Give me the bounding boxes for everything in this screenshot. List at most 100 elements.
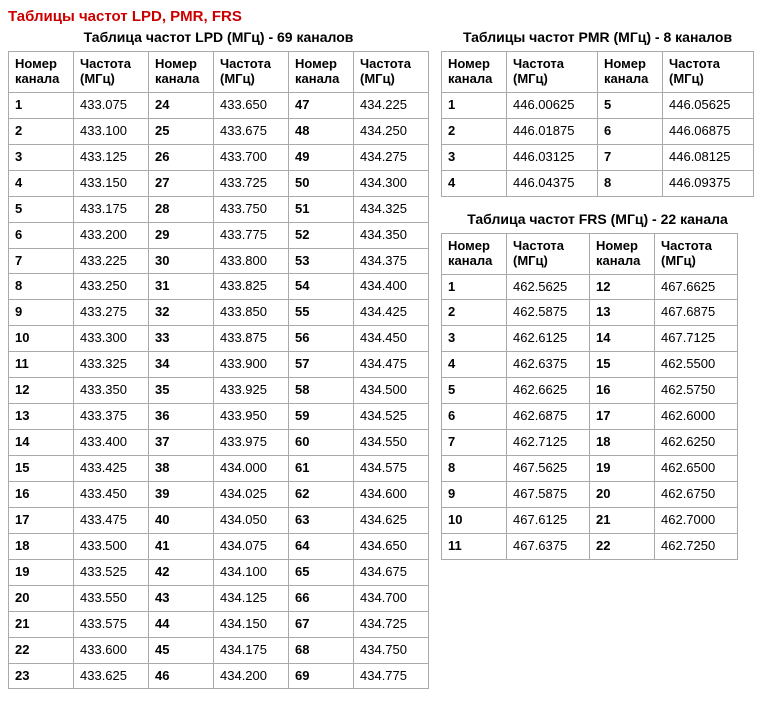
cell-frequency: 446.09375 [663,170,754,196]
cell-channel: 63 [289,507,354,533]
cell-channel: 32 [149,300,214,326]
cell-channel: 58 [289,378,354,404]
cell-frequency: 434.725 [354,611,429,637]
col-freq: Частота (МГц) [655,233,738,274]
cell-channel: 5 [9,196,74,222]
cell-frequency: 433.950 [214,404,289,430]
table-row: 4433.15027433.72550434.300 [9,170,429,196]
cell-frequency: 433.750 [214,196,289,222]
col-freq: Частота (МГц) [214,52,289,93]
table-row: 3446.031257446.08125 [442,144,754,170]
col-freq: Частота (МГц) [354,52,429,93]
col-channel: Номер канала [149,52,214,93]
cell-channel: 19 [590,456,655,482]
cell-frequency: 434.000 [214,456,289,482]
cell-channel: 6 [442,404,507,430]
cell-channel: 23 [9,663,74,689]
cell-frequency: 462.7125 [507,430,590,456]
lpd-table: Номер канала Частота (МГц) Номер канала … [8,51,429,689]
cell-frequency: 434.625 [354,507,429,533]
cell-channel: 21 [9,611,74,637]
table-row: 10433.30033433.87556434.450 [9,326,429,352]
cell-channel: 26 [149,144,214,170]
cell-channel: 16 [9,481,74,507]
cell-frequency: 433.325 [74,352,149,378]
cell-frequency: 434.075 [214,533,289,559]
cell-frequency: 434.600 [354,481,429,507]
cell-frequency: 462.5750 [655,378,738,404]
cell-frequency: 462.6750 [655,482,738,508]
cell-channel: 36 [149,404,214,430]
cell-channel: 65 [289,559,354,585]
table-header-row: Номер канала Частота (МГц) Номер канала … [9,52,429,93]
cell-channel: 55 [289,300,354,326]
table-row: 2433.10025433.67548434.250 [9,118,429,144]
cell-channel: 34 [149,352,214,378]
table-row: 6433.20029433.77552434.350 [9,222,429,248]
cell-channel: 8 [9,274,74,300]
cell-channel: 30 [149,248,214,274]
cell-frequency: 433.175 [74,196,149,222]
cell-frequency: 434.300 [354,170,429,196]
cell-channel: 15 [590,352,655,378]
cell-frequency: 434.325 [354,196,429,222]
cell-channel: 4 [9,170,74,196]
cell-channel: 7 [598,144,663,170]
cell-frequency: 434.200 [214,663,289,689]
cell-channel: 1 [442,274,507,300]
col-freq: Частота (МГц) [74,52,149,93]
cell-frequency: 434.400 [354,274,429,300]
cell-frequency: 434.500 [354,378,429,404]
table-row: 17433.47540434.05063434.625 [9,507,429,533]
cell-channel: 3 [442,326,507,352]
pmr-block: Таблицы частот PMR (МГц) - 8 каналов Ном… [441,29,754,197]
cell-frequency: 462.6125 [507,326,590,352]
cell-channel: 3 [9,144,74,170]
cell-channel: 17 [590,404,655,430]
cell-frequency: 434.700 [354,585,429,611]
cell-frequency: 434.050 [214,507,289,533]
cell-channel: 27 [149,170,214,196]
cell-channel: 39 [149,481,214,507]
cell-frequency: 433.275 [74,300,149,326]
table-header-row: Номер канала Частота (МГц) Номер канала … [442,52,754,93]
cell-channel: 5 [598,92,663,118]
cell-frequency: 467.5625 [507,456,590,482]
table-row: 11433.32534433.90057434.475 [9,352,429,378]
cell-frequency: 433.650 [214,92,289,118]
table-row: 2462.587513467.6875 [442,300,738,326]
cell-frequency: 446.06875 [663,118,754,144]
cell-channel: 61 [289,456,354,482]
cell-frequency: 433.600 [74,637,149,663]
cell-frequency: 433.700 [214,144,289,170]
cell-frequency: 434.125 [214,585,289,611]
table-row: 8467.562519462.6500 [442,456,738,482]
cell-frequency: 433.450 [74,481,149,507]
cell-channel: 40 [149,507,214,533]
cell-channel: 16 [590,378,655,404]
table-row: 8433.25031433.82554434.400 [9,274,429,300]
cell-frequency: 467.5875 [507,482,590,508]
cell-frequency: 433.850 [214,300,289,326]
cell-frequency: 434.575 [354,456,429,482]
table-row: 20433.55043434.12566434.700 [9,585,429,611]
lpd-caption: Таблица частот LPD (МГц) - 69 каналов [8,29,429,45]
cell-frequency: 467.6375 [507,533,590,559]
cell-frequency: 434.375 [354,248,429,274]
right-column: Таблицы частот PMR (МГц) - 8 каналов Ном… [441,29,754,574]
cell-channel: 22 [590,533,655,559]
cell-channel: 19 [9,559,74,585]
cell-channel: 6 [9,222,74,248]
cell-channel: 2 [9,118,74,144]
pmr-table: Номер канала Частота (МГц) Номер канала … [441,51,754,197]
cell-channel: 2 [442,118,507,144]
cell-frequency: 434.775 [354,663,429,689]
cell-frequency: 433.200 [74,222,149,248]
col-channel: Номер канала [590,233,655,274]
cell-channel: 12 [590,274,655,300]
cell-frequency: 462.6000 [655,404,738,430]
table-row: 2446.018756446.06875 [442,118,754,144]
cell-channel: 10 [442,507,507,533]
table-row: 14433.40037433.97560434.550 [9,430,429,456]
cell-channel: 50 [289,170,354,196]
